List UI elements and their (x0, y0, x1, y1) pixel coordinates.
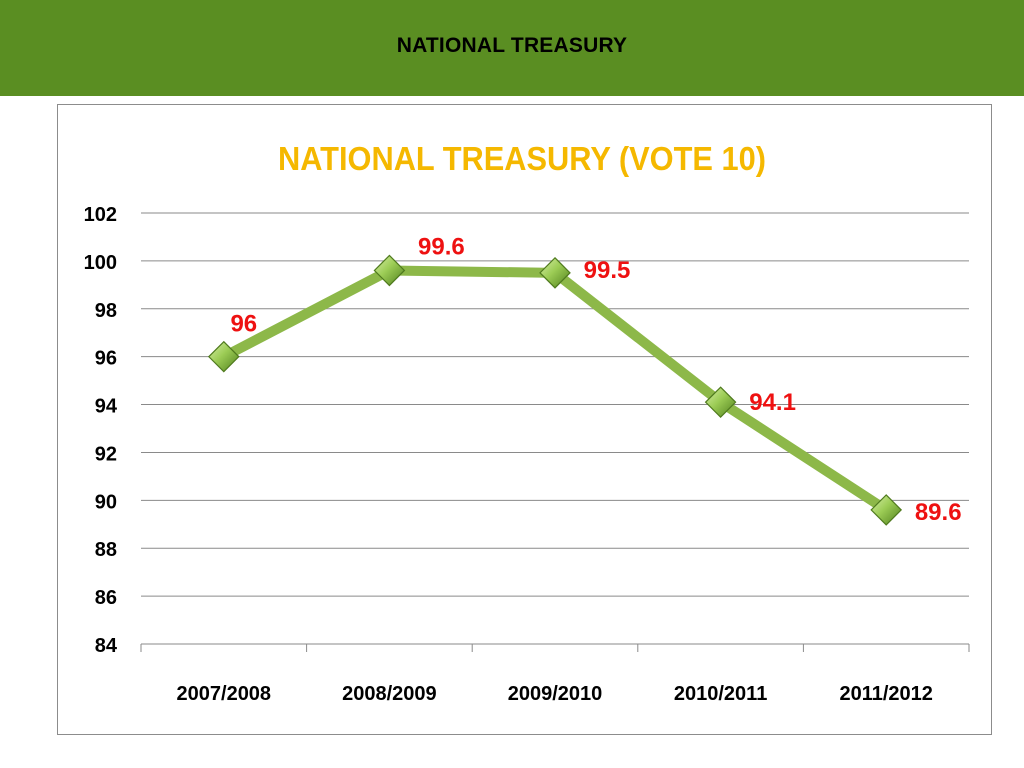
data-point-marker (207, 340, 240, 373)
data-label: 96 (230, 311, 257, 338)
y-tick-label: 100 (84, 252, 117, 274)
y-tick-label: 92 (95, 443, 117, 465)
x-tick-label: 2009/2010 (508, 683, 603, 705)
y-tick-label: 102 (84, 204, 117, 226)
y-tick-label: 88 (95, 539, 117, 561)
x-tick-label: 2011/2012 (839, 683, 932, 705)
page-title: NATIONAL TREASURY (396, 34, 628, 57)
y-tick-label: 96 (95, 348, 117, 370)
y-tick-label: 98 (95, 300, 117, 322)
x-tick-label: 2008/2009 (342, 683, 437, 705)
header-bar (0, 0, 1024, 96)
data-label: 99.5 (584, 257, 631, 284)
y-tick-label: 94 (95, 396, 118, 418)
data-point-marker (704, 386, 737, 419)
y-tick-label: 84 (95, 635, 118, 657)
data-point-marker (870, 494, 903, 526)
chart-title: NATIONAL TREASURY (VOTE 10) (278, 140, 766, 177)
data-point-marker (373, 254, 406, 287)
chart-frame (57, 104, 992, 735)
data-label: 94.1 (749, 389, 796, 416)
x-tick-label: 2010/2011 (674, 683, 767, 705)
y-tick-label: 90 (95, 491, 117, 513)
data-label: 89.6 (915, 499, 962, 526)
x-tick-label: 2007/2008 (177, 683, 272, 705)
data-point-marker (539, 257, 571, 289)
data-label: 99.6 (418, 233, 465, 260)
y-tick-label: 86 (95, 587, 117, 609)
